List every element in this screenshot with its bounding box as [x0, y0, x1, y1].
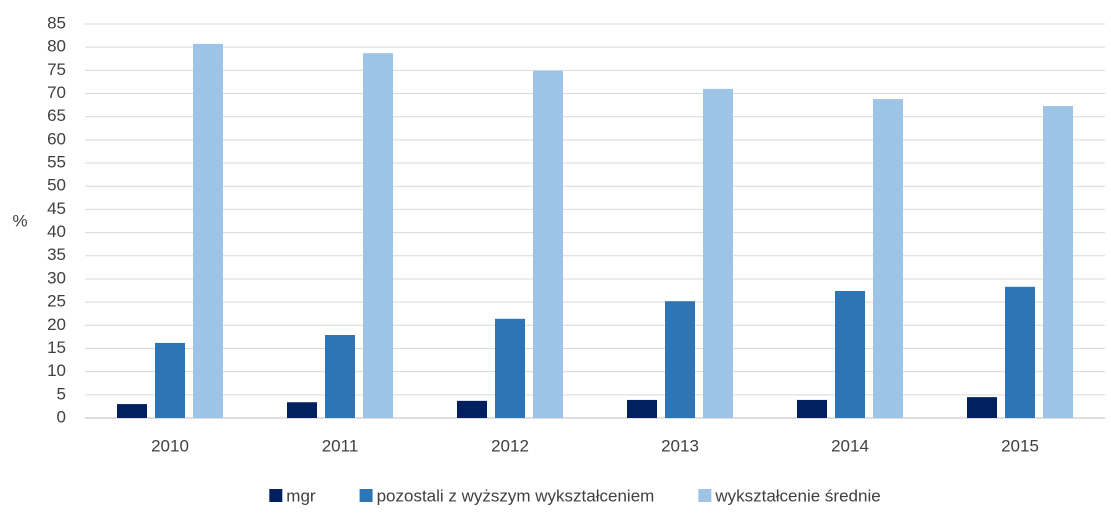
bar: [495, 318, 525, 418]
x-tick-label: 2010: [151, 436, 189, 455]
bar: [627, 399, 657, 418]
bar: [117, 404, 147, 418]
y-tick-label: 55: [47, 153, 66, 172]
bar: [193, 43, 223, 419]
y-tick-label: 80: [47, 37, 66, 56]
x-tick-label: 2011: [322, 436, 359, 455]
y-tick-label: 70: [47, 83, 66, 102]
y-tick-label: 15: [47, 338, 66, 357]
x-tick-label: 2015: [1001, 436, 1039, 455]
y-tick-label: 85: [47, 13, 66, 32]
bar: [967, 397, 997, 418]
bar: [363, 53, 393, 418]
x-tick-label: 2014: [831, 436, 869, 455]
bar: [703, 88, 733, 419]
y-axis-label: %: [12, 211, 27, 230]
legend-swatch: [269, 489, 283, 502]
y-tick-label: 0: [57, 407, 66, 426]
bar: [873, 99, 903, 418]
y-tick-label: 60: [47, 129, 66, 148]
bar: [533, 70, 563, 418]
legend-swatch: [359, 489, 373, 502]
bar: [457, 400, 487, 418]
bar: [287, 402, 317, 418]
y-tick-label: 30: [47, 268, 66, 287]
bar: [797, 399, 827, 418]
y-tick-label: 5: [57, 384, 66, 403]
legend-swatch: [698, 489, 712, 502]
y-tick-label: 65: [47, 106, 66, 125]
bar: [325, 335, 355, 418]
bar: [665, 301, 695, 418]
bar: [1005, 286, 1035, 418]
legend-label: mgr: [286, 486, 316, 505]
bar: [1043, 106, 1073, 418]
y-tick-label: 35: [47, 245, 66, 264]
bar: [155, 342, 185, 418]
y-tick-label: 45: [47, 199, 66, 218]
legend-label: wykształcenie średnie: [714, 486, 880, 505]
bar: [835, 290, 865, 418]
y-tick-label: 50: [47, 176, 66, 195]
y-tick-label: 10: [47, 361, 66, 380]
y-tick-label: 25: [47, 292, 66, 311]
x-tick-label: 2013: [661, 436, 699, 455]
y-tick-label: 75: [47, 60, 66, 79]
y-tick-label: 20: [47, 315, 66, 334]
y-tick-label: 40: [47, 222, 66, 241]
x-tick-label: 2012: [491, 436, 529, 455]
legend-label: pozostali z wyższym wykształceniem: [377, 486, 655, 505]
